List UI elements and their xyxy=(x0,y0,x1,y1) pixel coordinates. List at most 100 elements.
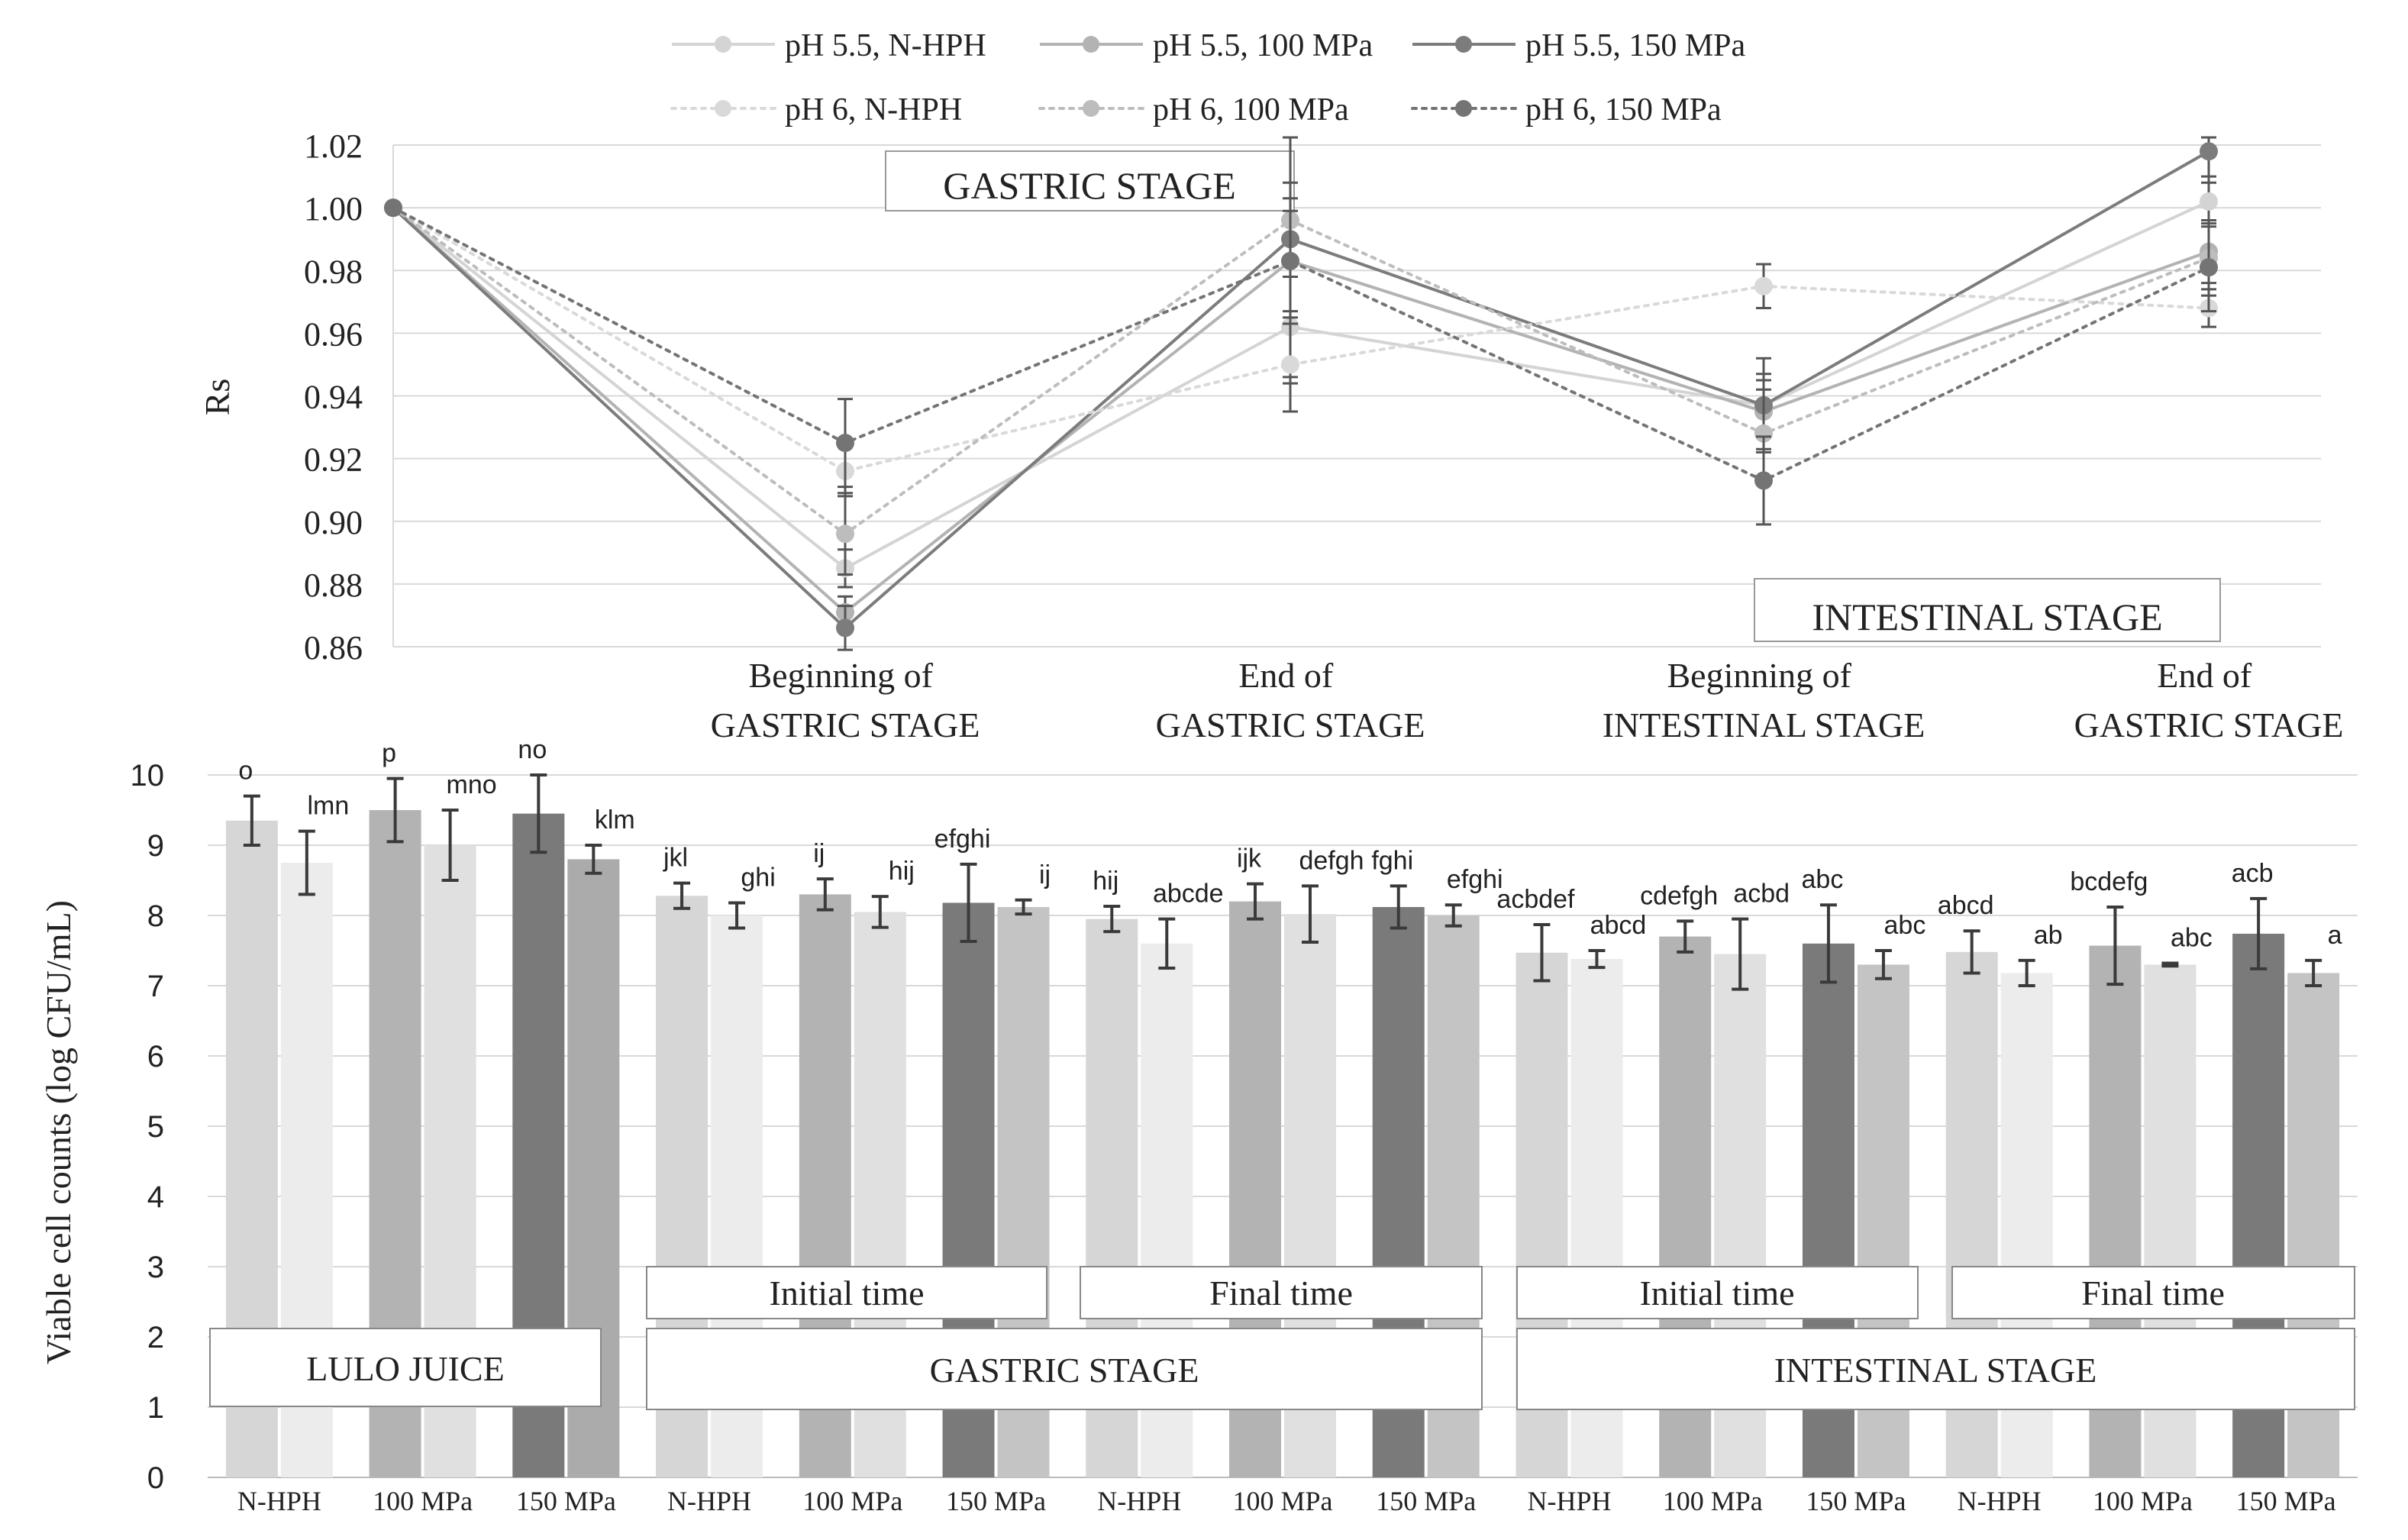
legend-item-4: pH 6, 100 MPa xyxy=(1038,92,1349,128)
bar-y-tick-3: 3 xyxy=(147,1251,164,1284)
y-tick-0.92: 0.92 xyxy=(304,441,363,479)
bar-y-tick-2: 2 xyxy=(147,1321,164,1354)
bar-label-0-8: fghi xyxy=(1371,846,1413,875)
y-tick-1.00: 1.00 xyxy=(304,190,363,228)
y-tick-1.02: 1.02 xyxy=(304,128,363,165)
legend-label-2: pH 5.5, 150 MPa xyxy=(1525,28,1746,63)
bar-label-1-1: mno xyxy=(447,770,497,799)
bar-label-0-11: abc xyxy=(1802,865,1844,894)
bar-y-tick-7: 7 xyxy=(147,970,164,1003)
intestinal-initial-time-label-text: Initial time xyxy=(1639,1274,1794,1312)
x-tick-beginning-intestinal: Beginning of INTESTINAL STAGE xyxy=(1603,656,1925,744)
lulo-juice-label-text: LULO JUICE xyxy=(306,1349,504,1388)
bar-error-0-4 xyxy=(816,877,834,912)
bar-x-tick-10: 100 MPa xyxy=(1663,1486,1763,1516)
bar-y-tick-0: 0 xyxy=(147,1461,164,1495)
line-chart-legend: pH 5.5, N-HPH pH 5.5, 100 MPa pH 5.5, 150 … xyxy=(670,28,1746,128)
bar-error-0-5 xyxy=(960,862,977,944)
bar-error-0-9 xyxy=(1533,922,1551,983)
intestinal-stage-annotation: INTESTINAL STAGE xyxy=(1754,578,2221,642)
legend-swatch-marker-4 xyxy=(1083,100,1099,117)
intestinal-final-time-label: Final time xyxy=(1951,1266,2355,1319)
x-tick-beginning-gastric-line1: Beginning of xyxy=(749,656,934,695)
x-tick-end-gastric-line1: End of xyxy=(1238,656,1334,695)
bar-label-0-12: abcd xyxy=(1938,891,1994,920)
bar-y-tick-5: 5 xyxy=(147,1110,164,1144)
bar-group-labels: LULO JUICE Initial time Final time GASTR… xyxy=(209,1266,2355,1410)
bar-label-0-13: bcdefg xyxy=(2070,867,2148,896)
legend-item-3: pH 6, N-HPH xyxy=(670,92,962,128)
bar-label-1-10: acbd xyxy=(1733,880,1790,909)
legend-label-5: pH 6, 150 MPa xyxy=(1525,92,1722,128)
series-point-0-4 xyxy=(2200,192,2218,211)
bar-label-1-0: lmn xyxy=(307,792,349,821)
bar-y-tick-1: 1 xyxy=(147,1391,164,1425)
bar-error-0-11 xyxy=(1819,903,1837,984)
y-tick-0.98: 0.98 xyxy=(304,253,363,290)
gastric-initial-time-label-text: Initial time xyxy=(769,1274,924,1312)
bar-x-tick-1: 100 MPa xyxy=(373,1486,473,1516)
series-point-3-3 xyxy=(1754,276,1773,295)
bar-error-0-3 xyxy=(673,881,691,910)
legend-swatch-marker-3 xyxy=(715,100,731,117)
bar-chart-x-tick-labels: N-HPH 100 MPa 150 MPa N-HPH 100 MPa 150 MPa N-… xyxy=(237,1486,2336,1516)
intestinal-stage-annotation-label: INTESTINAL STAGE xyxy=(1812,596,2162,638)
series-point-5-3 xyxy=(1754,471,1773,490)
bar-label-0-6: hij xyxy=(1093,867,1118,896)
legend-item-1: pH 5.5, 100 MPa xyxy=(1040,28,1373,63)
bar-x-tick-11: 150 MPa xyxy=(1806,1486,1906,1516)
bar-label-1-14: a xyxy=(2328,921,2342,950)
gastric-stage-annotation-label: GASTRIC STAGE xyxy=(943,164,1236,207)
legend-label-0: pH 5.5, N-HPH xyxy=(785,28,986,63)
bar-chart-y-tick-labels: 0 1 2 3 4 5 6 7 8 9 10 xyxy=(131,759,165,1495)
gastric-stage-label-text: GASTRIC STAGE xyxy=(930,1351,1199,1390)
bar-y-tick-9: 9 xyxy=(147,829,164,863)
gastric-initial-time-label: Initial time xyxy=(646,1266,1047,1319)
bar-error-0-12 xyxy=(1963,929,1980,975)
bar-error-1-14 xyxy=(2305,958,2322,987)
bar-x-tick-3: N-HPH xyxy=(667,1486,751,1516)
line-chart: 0.860.880.900.920.940.960.981.001.02 Rs … xyxy=(198,28,2343,744)
series-point-5-0 xyxy=(384,199,402,218)
bar-y-tick-6: 6 xyxy=(147,1040,164,1073)
bar-x-tick-6: N-HPH xyxy=(1097,1486,1181,1516)
bar-error-0-6 xyxy=(1103,905,1121,934)
bar-y-tick-4: 4 xyxy=(147,1180,164,1214)
bar-label-0-7: ijk xyxy=(1237,844,1262,873)
bar-error-0-13 xyxy=(2106,905,2124,986)
bar-label-0-0: o xyxy=(238,757,253,786)
bar-label-0-5: efghi xyxy=(934,825,991,854)
bar-label-1-3: ghi xyxy=(741,863,775,892)
series-point-5-2 xyxy=(1281,251,1299,270)
bar-error-0-7 xyxy=(1247,882,1264,921)
gastric-stage-annotation: GASTRIC STAGE xyxy=(885,150,1295,211)
bar-x-tick-0: N-HPH xyxy=(237,1486,321,1516)
series-point-4-1 xyxy=(836,525,854,544)
legend-swatch-marker-1 xyxy=(1083,36,1099,53)
bar-error-1-13 xyxy=(2161,961,2179,968)
bar-x-tick-4: 100 MPa xyxy=(802,1486,902,1516)
intestinal-final-time-label-text: Final time xyxy=(2081,1274,2225,1312)
legend-label-1: pH 5.5, 100 MPa xyxy=(1153,28,1373,63)
bar-error-1-9 xyxy=(1588,949,1606,970)
bar-error-0-10 xyxy=(1677,919,1694,954)
series-line-3 xyxy=(392,206,2210,473)
bar-x-tick-9: N-HPH xyxy=(1527,1486,1611,1516)
bar-label-1-8: efghi xyxy=(1447,865,1503,894)
y-tick-0.96: 0.96 xyxy=(304,315,363,353)
legend-label-4: pH 6, 100 MPa xyxy=(1153,92,1349,128)
x-tick-beginning-intestinal-line2: INTESTINAL STAGE xyxy=(1603,705,1925,744)
bar-error-1-5 xyxy=(1015,898,1032,916)
legend-swatch-marker-2 xyxy=(1455,36,1472,53)
line-chart-series xyxy=(384,136,2218,651)
bar-error-1-10 xyxy=(1732,917,1749,991)
y-tick-0.94: 0.94 xyxy=(304,379,363,416)
bar-error-0-1 xyxy=(386,776,404,844)
bar-label-1-6: abcde xyxy=(1153,880,1224,909)
bar-label-0-4: ij xyxy=(813,839,825,868)
bar-y-tick-10: 10 xyxy=(131,759,165,793)
bar-label-0-1: p xyxy=(382,739,396,768)
x-tick-end-final-line1: End of xyxy=(2157,656,2252,695)
gastric-final-time-label: Final time xyxy=(1080,1266,1483,1319)
series-point-3-2 xyxy=(1281,355,1299,374)
